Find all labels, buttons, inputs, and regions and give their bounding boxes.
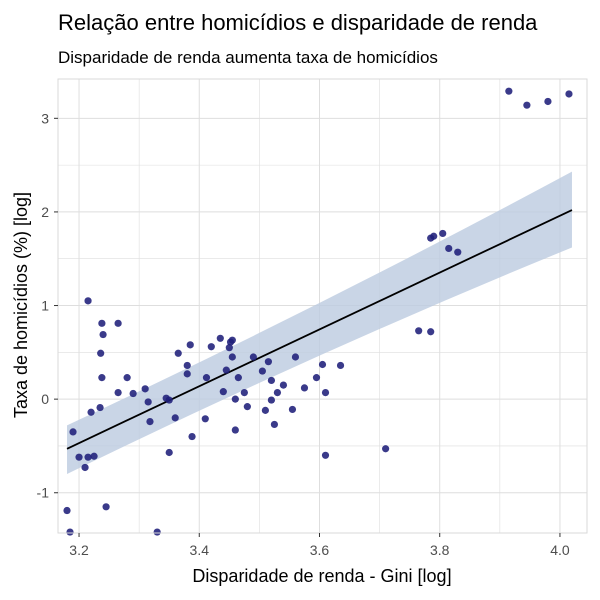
data-point (240, 388, 248, 397)
data-point (288, 405, 297, 414)
data-point (186, 341, 194, 349)
data-point (249, 353, 257, 361)
data-point (84, 453, 92, 461)
data-point (219, 388, 227, 396)
x-tick-label: 3.8 (430, 542, 450, 558)
trend-line (66, 209, 573, 450)
y-tick-label: 2 (41, 204, 49, 220)
data-point (63, 506, 71, 515)
x-tick-label: 3.2 (69, 542, 89, 558)
x-axis-title: Disparidade de renda - Gini [log] (192, 566, 451, 586)
x-tick-label: 3.4 (190, 542, 210, 558)
data-point (228, 353, 236, 361)
data-point (202, 374, 211, 382)
data-point (264, 358, 272, 366)
data-point (165, 448, 173, 457)
data-point (439, 229, 447, 238)
data-point (565, 90, 573, 98)
data-point (141, 385, 149, 393)
data-point (243, 403, 251, 411)
data-points (63, 87, 573, 536)
data-point (171, 414, 179, 422)
data-point (445, 244, 453, 253)
data-point (523, 101, 531, 109)
data-point (270, 420, 279, 429)
data-point (123, 374, 131, 382)
data-point (228, 336, 236, 344)
data-point (222, 366, 230, 374)
x-tick-label: 4.0 (550, 542, 570, 558)
y-tick-label: -1 (37, 485, 50, 501)
data-point (216, 334, 224, 342)
data-point (153, 528, 161, 536)
data-point (207, 343, 215, 351)
data-point (544, 97, 552, 106)
data-point (279, 381, 288, 389)
data-point (231, 426, 239, 434)
x-axis-ticks: 3.2 3.4 3.6 3.8 4.0 (69, 533, 570, 558)
data-point (273, 388, 282, 397)
data-point (231, 395, 239, 403)
data-point (98, 374, 106, 382)
data-point (312, 374, 321, 382)
data-point (174, 349, 182, 357)
data-point (258, 367, 266, 375)
data-point (165, 396, 173, 404)
data-point (102, 503, 110, 511)
data-point (188, 432, 196, 441)
y-tick-label: 0 (41, 391, 49, 407)
data-point (225, 344, 233, 352)
data-point (291, 353, 300, 361)
data-point (114, 388, 122, 397)
data-point (146, 418, 154, 426)
data-point (430, 232, 438, 240)
chart-subtitle: Disparidade de renda aumenta taxa de hom… (58, 48, 438, 67)
data-point (87, 408, 95, 416)
data-point (427, 328, 435, 336)
data-point (84, 297, 92, 305)
data-point (201, 415, 209, 423)
data-point (234, 374, 242, 382)
data-point (114, 319, 122, 327)
data-point (90, 452, 98, 460)
data-point (81, 463, 89, 472)
data-point (183, 361, 191, 370)
chart-title: Relação entre homicídios e disparidade d… (58, 10, 538, 35)
data-point (321, 388, 330, 397)
data-point (300, 384, 309, 392)
data-point (415, 327, 423, 335)
data-point (505, 87, 513, 95)
data-point (75, 453, 83, 461)
data-point (144, 398, 152, 406)
data-point (261, 406, 269, 414)
data-point (129, 389, 137, 398)
data-point (336, 361, 345, 370)
y-tick-label: 1 (41, 298, 49, 314)
x-tick-label: 3.6 (310, 542, 330, 558)
data-point (183, 370, 191, 378)
data-point (267, 376, 276, 385)
data-point (99, 330, 107, 339)
data-point (97, 349, 105, 357)
data-point (96, 403, 104, 412)
y-tick-label: 3 (41, 110, 49, 126)
data-point (66, 528, 74, 536)
data-point (98, 319, 106, 327)
y-axis-ticks: -1 0 1 2 3 (37, 110, 58, 501)
data-point (321, 451, 330, 459)
data-point (382, 445, 390, 453)
data-point (318, 360, 327, 369)
y-axis-title: Taxa de homicídios (%) [log] (11, 192, 31, 418)
data-point (454, 248, 462, 256)
data-point (267, 396, 276, 404)
data-point (69, 428, 77, 436)
